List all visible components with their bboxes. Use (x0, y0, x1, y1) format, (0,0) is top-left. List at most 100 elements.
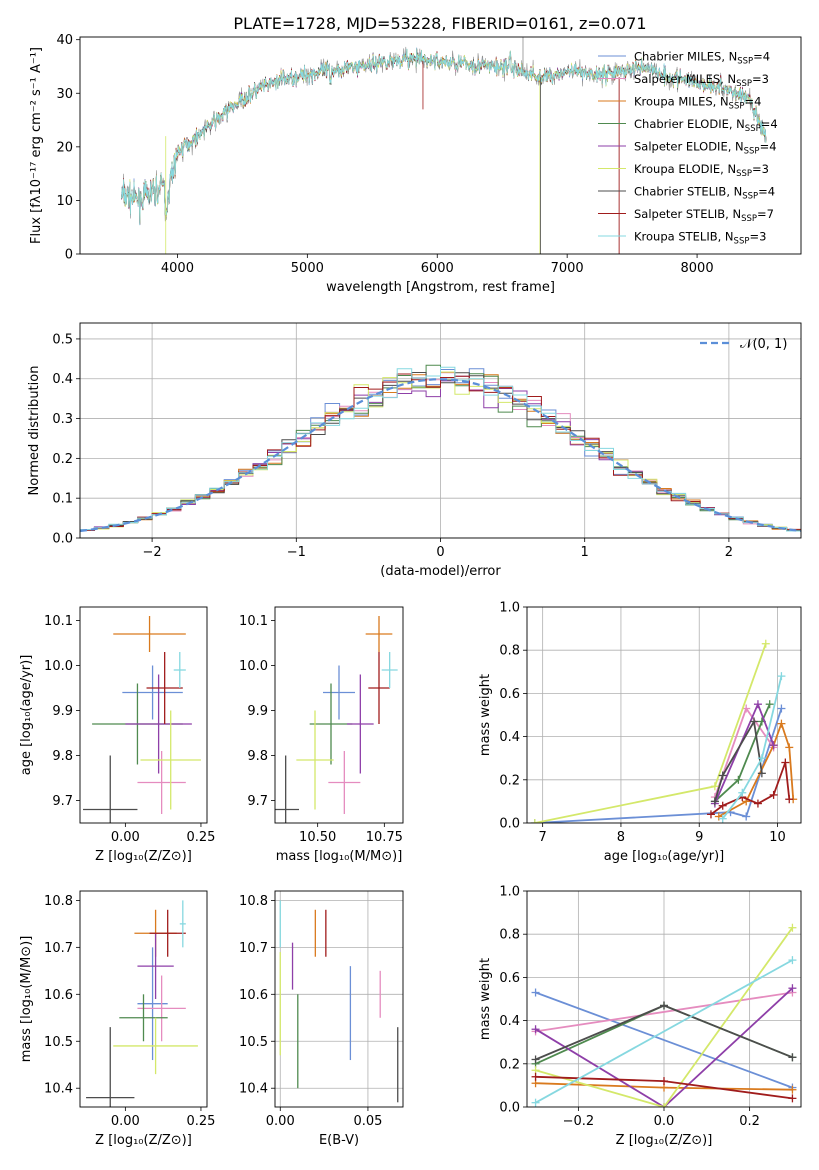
legend-label-suffix: =3 (752, 72, 769, 86)
weight-series (718, 672, 786, 823)
y-tick-label: 9.9 (52, 704, 73, 719)
plus-marker (788, 1053, 797, 1062)
plus-marker (734, 775, 743, 784)
y-tick-label: 0.0 (499, 817, 520, 832)
series-line (535, 991, 793, 1089)
legend-label-sub: SSP (737, 57, 753, 67)
series-line (714, 703, 771, 803)
series-line (718, 720, 795, 818)
x-tick-label: 0.25 (186, 1114, 215, 1129)
plus-marker (718, 771, 727, 780)
gridlines (527, 891, 801, 1107)
x-tick-label: 0.00 (111, 830, 140, 845)
x-tick-label: 8000 (681, 261, 714, 276)
series-line (721, 675, 783, 820)
chart-age-vs-mass: 10.50 10.75 9.7 9.8 9.9 10.0 10.1 mass [log₁₀(M… (239, 606, 404, 864)
x-tick-label: 10 (769, 830, 786, 845)
legend-label-suffix: =4 (744, 95, 761, 109)
gaussian-curve (80, 378, 801, 533)
weight-series (710, 717, 766, 806)
legend-entry: Kroupa ELODIE, NSSP=3 (598, 162, 769, 179)
errorbar-point (140, 710, 201, 810)
x-tick-label: 0.00 (266, 1114, 295, 1129)
chart-spectrum: 4000 5000 6000 7000 8000 0 10 20 30 40 wavelength … (29, 33, 802, 295)
plot-area-spectrum (121, 37, 767, 254)
histogram-step (80, 366, 801, 532)
errorbar-point (137, 933, 174, 999)
x-axis-label: Z [log₁₀(Z/Z⊙)] (95, 1133, 192, 1148)
x-tick-label: −0.2 (563, 1114, 595, 1129)
y-tick-label: 40 (56, 33, 73, 48)
plus-marker (788, 984, 797, 993)
errorbar-point (179, 900, 186, 948)
legend-label: Kroupa ELODIE, NSSP=3 (634, 162, 769, 179)
weight-series (531, 1001, 797, 1064)
axes-weight-vs-z: −0.2 0.0 0.2 0.0 0.2 0.4 0.6 0.8 1.0 Z [log₁₀(Z/Z… (478, 885, 802, 1148)
legend-label-text: Salpeter MILES, N (634, 72, 736, 86)
plus-marker (769, 741, 778, 750)
plus-marker (660, 1103, 668, 1107)
x-tick-label: 7000 (551, 261, 584, 276)
y-tick-label: 0.4 (499, 730, 520, 745)
y-axis-label: age [log₁₀(age/yr)] (19, 655, 34, 776)
legend-label-text: Chabrier STELIB, N (634, 185, 742, 199)
plus-marker (531, 1025, 540, 1034)
legend-label-suffix: =4 (758, 185, 775, 199)
errorbar-point (137, 975, 186, 1042)
errorbar-point (328, 751, 361, 814)
legend-label-text: Kroupa ELODIE, N (634, 162, 736, 176)
x-tick-label: 9 (695, 830, 703, 845)
y-tick-label: 0.4 (499, 1014, 520, 1029)
plus-marker (788, 1094, 797, 1103)
plus-marker (753, 700, 762, 709)
axes-frame (79, 890, 208, 1108)
errorbar-point (381, 652, 398, 688)
legend-label-sub: SSP (745, 124, 761, 134)
legend-label-suffix: =3 (749, 230, 766, 244)
plus-marker (718, 801, 727, 810)
plus-marker (742, 812, 751, 821)
plus-marker (530, 819, 539, 823)
plus-marker (777, 719, 786, 728)
x-tick-label: 10.50 (299, 830, 336, 845)
plus-marker (753, 799, 762, 808)
plus-marker (757, 769, 766, 778)
weight-series (531, 923, 797, 1107)
y-tick-label: 9.7 (247, 794, 268, 809)
x-tick-label: 0.0 (654, 1114, 675, 1129)
y-tick-label: 0.0 (499, 1101, 520, 1116)
chart-residuals: −2 −1 0 1 2 0.0 0.1 0.2 0.3 0.4 0.5 (data-model)/er… (27, 322, 802, 579)
x-tick-label: 6000 (421, 261, 454, 276)
y-tick-label: 10.4 (44, 1082, 73, 1097)
chart-weight-vs-age: 7 8 9 10 0.0 0.2 0.4 0.6 0.8 1.0 age [log₁₀(age/yr… (478, 601, 802, 864)
legend-label-sub: SSP (736, 169, 752, 179)
chart-weight-vs-z: −0.2 0.0 0.2 0.0 0.2 0.4 0.6 0.8 1.0 Z [log₁₀(Z/Z… (478, 885, 802, 1148)
legend-label: Kroupa STELIB, NSSP=3 (634, 230, 766, 247)
plus-marker (531, 1055, 540, 1064)
errorbar-point (125, 674, 192, 774)
errorbar-point (323, 665, 355, 720)
legend-label: Chabrier MILES, NSSP=4 (634, 50, 770, 67)
y-tick-label: 10.6 (44, 988, 73, 1003)
axes-frame (79, 606, 208, 824)
y-axis-label: mass weight (478, 958, 493, 1040)
legend-entry: Salpeter STELIB, NSSP=7 (598, 207, 774, 224)
plot-area-mass-vs-ebv (275, 891, 403, 1107)
page-title: PLATE=1728, MJD=53228, FIBERID=0161, z=0… (233, 14, 646, 33)
y-tick-label: 0.1 (52, 492, 73, 507)
y-tick-label: 9.8 (247, 749, 268, 764)
x-tick-label: 8 (617, 830, 625, 845)
axes-frame (79, 322, 802, 539)
x-axis-label: Z [log₁₀(Z/Z⊙)] (95, 849, 192, 864)
weight-series (530, 704, 786, 823)
x-tick-label: 10.75 (366, 830, 403, 845)
x-tick-label: 1 (581, 545, 589, 560)
y-tick-label: 0.8 (499, 644, 520, 659)
plus-marker (769, 790, 778, 799)
series-line (714, 718, 763, 802)
axes-mass-vs-ebv: 0.00 0.05 10.4 10.5 10.6 10.7 10.8 E(B-V) (239, 890, 404, 1148)
plus-marker (710, 797, 719, 806)
y-tick-label: 9.9 (247, 704, 268, 719)
y-tick-label: 10.7 (44, 941, 73, 956)
axes-frame (526, 890, 802, 1108)
